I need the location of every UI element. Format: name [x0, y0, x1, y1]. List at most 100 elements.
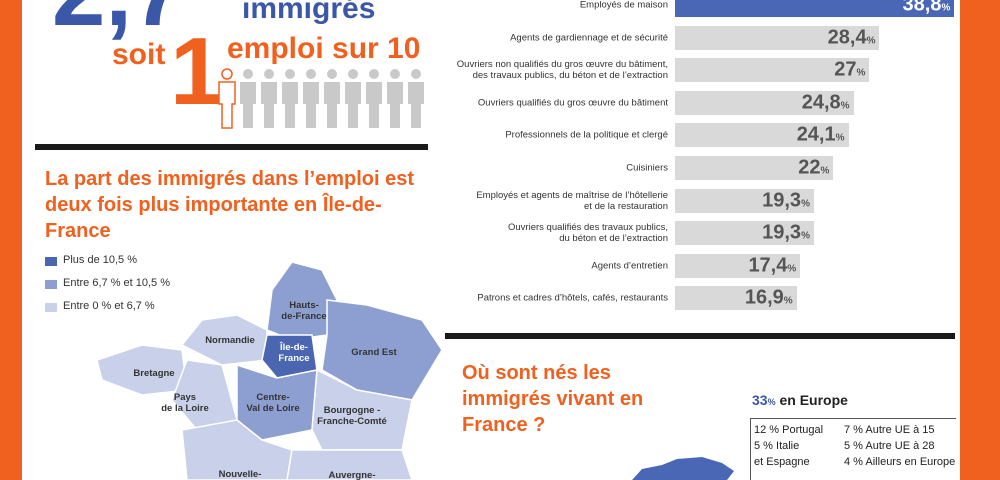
person-head	[285, 69, 295, 79]
headline-word: immigrés	[242, 0, 376, 25]
person-head	[264, 69, 274, 79]
value-number: 28,4	[827, 26, 867, 49]
value-unit: %	[801, 230, 810, 242]
panel: 2,7 immigrés soit 1 emploi sur 10 La par…	[22, 0, 960, 480]
value-number: 38,8	[902, 0, 942, 16]
origin-cell: 5 % Italie	[754, 440, 800, 452]
category-label: Agents d’entretien	[591, 260, 668, 272]
person-body	[345, 82, 361, 128]
europe-map	[632, 457, 734, 480]
category-label: Professionnels de la politique et clergé	[505, 129, 668, 141]
bar	[675, 58, 870, 83]
category-label: Ouvriers qualifiés du gros œuvre du bâti…	[477, 97, 668, 109]
value-label: 38,8%	[903, 0, 951, 17]
region-label: de la Loire	[161, 403, 209, 414]
bar	[675, 253, 801, 278]
region-label: Bretagne	[133, 368, 174, 379]
region-label: Île-de-	[279, 341, 308, 353]
origin-cell: 4 % Ailleurs en Europe	[844, 456, 956, 468]
bar	[675, 25, 880, 50]
category-label: Cuisiniers	[626, 162, 668, 174]
value-number: 24,8	[801, 91, 841, 114]
europe-share: 33% en Europe	[752, 392, 848, 408]
person-head	[369, 69, 379, 79]
europe-unit: %	[767, 397, 776, 407]
region-label: Centre-	[256, 392, 289, 403]
bar	[675, 90, 854, 115]
separator	[35, 144, 428, 150]
region-label: de-France	[281, 311, 326, 322]
category-label: Employés de maison	[579, 0, 668, 11]
value-number: 19,3	[762, 221, 802, 244]
region-label: Auvergne-	[329, 470, 376, 480]
value-label: 19,3%	[762, 222, 810, 245]
category-label: Patrons et cadres d’hôtels, cafés, resta…	[477, 292, 668, 304]
value-unit: %	[787, 263, 797, 275]
big-number: 2,7	[52, 0, 185, 48]
person-body	[240, 82, 256, 128]
category-label: Agents de gardiennage et de sécurité	[510, 32, 668, 44]
value-number: 22	[798, 156, 821, 179]
person-head	[306, 69, 316, 79]
france-map: Hauts-de-FranceNormandieBretagneÎle-de-F…	[96, 261, 443, 480]
region-label: Pays	[174, 392, 196, 403]
person-body	[282, 82, 298, 128]
people-icons	[218, 68, 424, 129]
legend-swatch	[45, 303, 57, 312]
value-unit: %	[941, 2, 951, 14]
category-label: Employés et agents de maîtrise de l’hôte…	[476, 189, 668, 212]
value-label: 22%	[798, 157, 829, 180]
value-label: 27%	[834, 59, 865, 82]
region-label: Franche-Comté	[317, 416, 387, 427]
value-label: 24,8%	[802, 91, 850, 114]
value-label: 24,1%	[797, 124, 845, 147]
bar	[675, 221, 814, 246]
value-label: 16,9%	[745, 287, 793, 310]
origin-cell: 12 % Portugal	[754, 424, 824, 436]
person-body	[218, 81, 236, 129]
bar	[675, 0, 955, 17]
value-unit: %	[783, 295, 793, 307]
region-label: Bourgogne -	[324, 405, 380, 416]
europe-label: en Europe	[779, 392, 848, 408]
value-number: 16,9	[744, 286, 784, 309]
headline-one: 1	[170, 18, 224, 125]
europe-value: 33	[752, 392, 768, 408]
legend-label: Plus de 10,5 %	[63, 254, 137, 266]
category-label: Ouvriers qualifiés des travaux publics, …	[508, 222, 668, 245]
person-body	[387, 82, 403, 128]
person-head	[348, 69, 358, 79]
legend-label: Entre 6,7 % et 10,5 %	[63, 277, 171, 289]
value-unit: %	[820, 165, 830, 177]
legend-swatch	[45, 257, 57, 266]
region-label: France	[278, 353, 309, 364]
region-label: Grand Est	[351, 347, 397, 358]
person-head	[411, 69, 421, 79]
bar	[675, 286, 797, 311]
origin-cell: 7 % Autre UE à 15	[844, 424, 935, 436]
person-body	[324, 82, 340, 128]
separator	[445, 333, 955, 339]
value-number: 27	[834, 58, 857, 81]
value-unit: %	[835, 132, 845, 144]
category-label: Ouvriers non qualifiés du gros œuvre du …	[456, 59, 668, 82]
value-label: 28,4%	[828, 26, 876, 49]
value-unit: %	[866, 35, 876, 47]
europe-shape	[632, 457, 734, 480]
origin-cell: et Espagne	[754, 456, 810, 468]
person-body	[408, 82, 424, 128]
person-head	[390, 69, 400, 79]
value-label: 19,3%	[762, 189, 810, 212]
origin-title: Où sont nés les immigrés vivant en Franc…	[462, 362, 644, 436]
headline-prefix: soit	[112, 38, 166, 71]
bar	[675, 188, 814, 213]
region	[286, 449, 413, 480]
origin-cell: 5 % Autre UE à 28	[844, 440, 935, 452]
headline-suffix: emploi sur 10	[227, 32, 421, 65]
value-unit: %	[840, 100, 850, 112]
region-label: Nouvelle-	[219, 469, 262, 480]
value-number: 24,1	[796, 123, 836, 146]
person-head	[327, 69, 337, 79]
person-head	[221, 68, 233, 80]
